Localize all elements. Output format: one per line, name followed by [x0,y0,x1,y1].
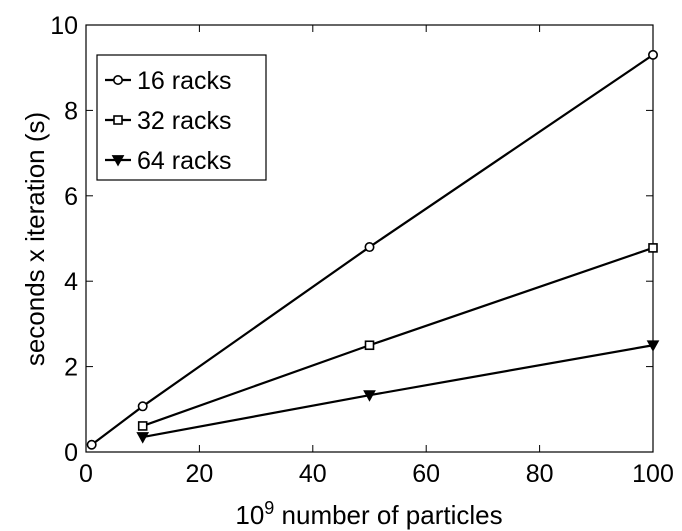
y-tick-label: 10 [50,12,78,40]
y-tick-label: 8 [64,97,78,125]
plot-frame [85,24,654,453]
legend-box [96,54,267,181]
data-point [86,439,97,450]
series-1 [86,49,658,450]
series-line [91,53,654,446]
data-point [136,432,150,444]
series-line [142,246,654,427]
legend-marker [113,75,124,86]
series-layer [86,49,660,450]
data-point [647,49,658,60]
y-tick-label: 2 [64,354,78,382]
data-point [137,401,148,412]
y-tick-label: 4 [64,268,78,296]
x-axis-label-base: 10 [235,500,264,530]
y-axis-label: seconds x iteration (s) [20,112,50,366]
data-point [363,390,376,402]
data-point [648,243,658,253]
legend-label: 16 racks [137,67,231,95]
x-tick-label: 0 [79,460,93,488]
data-point [646,340,660,352]
legend-label: 32 racks [137,107,231,135]
legend-marker [111,155,125,167]
data-point [137,421,148,431]
series-3 [136,340,660,444]
y-tick-label: 6 [64,183,78,211]
x-axis-label-text: number of particles [274,500,502,530]
legend-marker [113,115,123,125]
series-2 [137,243,658,431]
x-tick-label: 80 [526,460,554,488]
legend-label: 64 racks [137,147,231,175]
y-tick-label: 0 [64,439,78,467]
legend: 16 racks 32 racks 64 racks [96,54,267,181]
x-tick-label: 40 [299,460,327,488]
x-tick-label: 60 [412,460,440,488]
x-tick-label: 20 [185,460,213,488]
x-axis-label: 109 number of particles [235,498,502,530]
series-line [142,344,654,439]
x-tick-label: 100 [632,460,674,488]
data-point [364,242,375,253]
data-point [364,340,375,351]
axis-ticks: 0 20 40 60 80 100 0 2 4 6 8 10 [50,12,674,488]
plot-area-border [85,24,654,453]
x-axis-label-exponent: 9 [264,498,274,518]
